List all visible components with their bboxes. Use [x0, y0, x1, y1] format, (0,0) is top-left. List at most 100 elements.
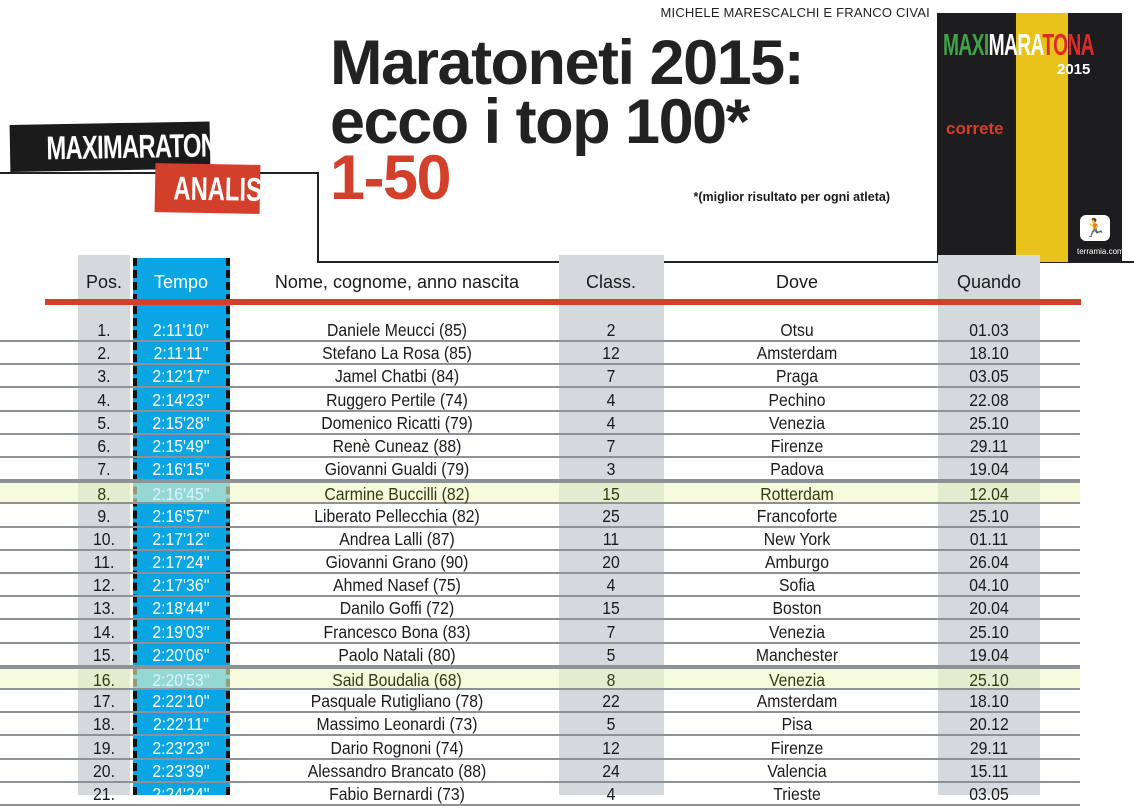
cell-class: 7: [606, 621, 616, 642]
cell-dove: Praga: [775, 366, 819, 387]
cell-quando: 25.10: [969, 505, 1009, 526]
cover-title: MAXIMARATONA: [943, 27, 1095, 62]
cell-tempo: 2:17'24'': [152, 552, 210, 572]
cell-dove: Sofia: [779, 575, 815, 596]
table-row: 18. 2:22'11'' Massimo Leonardi (73) 5 Pisa 20…: [0, 713, 1080, 737]
cell-pos: 7.: [97, 459, 111, 480]
cell-nome: Pasquale Rutigliano (78): [310, 691, 484, 712]
cell-nome: Giovanni Grano (90): [325, 552, 469, 572]
cell-nome: Danilo Goffi (72): [339, 598, 455, 619]
table-row: 13. 2:18'44'' Danilo Goffi (72) 15 Boston 20.…: [0, 597, 1080, 621]
cell-dove: Manchester: [755, 644, 839, 665]
cell-class: 25: [602, 505, 620, 526]
header-rule: [45, 299, 1081, 305]
divider: [317, 172, 319, 263]
cell-dove: Boston: [772, 598, 822, 619]
cell-quando: 20.12: [969, 714, 1009, 735]
cell-dove: Firenze: [770, 737, 824, 758]
cell-class: 4: [606, 784, 616, 804]
cell-quando: 04.10: [969, 575, 1009, 596]
cell-pos: 8.: [97, 484, 111, 505]
cell-class: 12: [602, 737, 620, 758]
table-row: 9. 2:16'57'' Liberato Pellecchia (82) 25 Fra…: [0, 505, 1080, 528]
table-row: 12. 2:17'36'' Ahmed Nasef (75) 4 Sofia 04.10: [0, 574, 1080, 598]
header-quando: Quando: [956, 272, 1022, 292]
cell-tempo: 2:17'36'': [152, 575, 210, 596]
pos-column-bg: [78, 255, 130, 795]
cell-pos: 6.: [97, 436, 111, 456]
cell-tempo: 2:15'28'': [152, 412, 210, 433]
cell-pos: 9.: [97, 505, 111, 526]
table-row: 15. 2:20'06'' Paolo Natali (80) 5 Manchester…: [0, 644, 1080, 667]
cell-nome: Carmine Buccilli (82): [324, 484, 470, 505]
magazine-cover: MAXIMARATONA 2015 correte 🏃 terramia.com: [937, 13, 1122, 262]
header-class: Class.: [585, 272, 637, 292]
cell-class: 5: [606, 714, 616, 735]
cell-quando: 12.04: [969, 484, 1009, 505]
table-row: 1. 2:11'10'' Daniele Meucci (85) 2 Otsu 01.03: [0, 319, 1080, 342]
cell-nome: Jamel Chatbi (84): [334, 366, 460, 387]
cell-dove: Venezia: [768, 621, 826, 642]
table-row: 16. 2:20'53'' Said Boudalia (68) 8 Venezia 25…: [0, 667, 1080, 690]
cell-tempo: 2:22'11'': [152, 714, 210, 735]
runner-icon: 🏃: [1080, 215, 1110, 241]
cell-nome: Ahmed Nasef (75): [333, 575, 461, 596]
cell-nome: Domenico Ricatti (79): [321, 412, 473, 433]
cell-pos: 20.: [93, 760, 115, 781]
table-row: 7. 2:16'15'' Giovanni Gualdi (79) 3 Padova 19…: [0, 458, 1080, 482]
cell-pos: 19.: [93, 737, 115, 758]
cell-tempo: 2:16'57'': [152, 505, 210, 526]
cell-nome: Dario Rognoni (74): [330, 737, 464, 758]
cell-class: 24: [602, 760, 620, 781]
cell-pos: 12.: [93, 575, 115, 596]
cell-tempo: 2:11'11'': [153, 343, 209, 364]
page-title-line2: ecco i top 100*: [330, 87, 750, 157]
cell-dove: Pechino: [768, 389, 826, 410]
cell-tempo: 2:17'12'': [152, 528, 210, 549]
cell-tempo: 2:14'23'': [152, 389, 210, 410]
cell-dove: New York: [763, 528, 831, 549]
cell-pos: 4.: [97, 389, 111, 410]
footnote: *(miglior risultato per ogni atleta): [693, 190, 890, 204]
cell-nome: Stefano La Rosa (85): [322, 343, 472, 364]
cell-quando: 29.11: [969, 436, 1009, 456]
header-dove: Dove: [775, 272, 819, 292]
cell-pos: 14.: [93, 621, 115, 642]
cell-pos: 11.: [93, 552, 115, 572]
cell-class: 5: [606, 644, 616, 665]
cell-class: 7: [606, 366, 616, 387]
cell-pos: 13.: [93, 598, 115, 619]
cell-dove: Firenze: [770, 436, 824, 456]
cell-dove: Francoforte: [756, 505, 838, 526]
cell-nome: Alessandro Brancato (88): [307, 760, 487, 781]
cell-tempo: 2:22'10'': [152, 691, 210, 712]
cell-class: 4: [606, 389, 616, 410]
cell-tempo: 2:20'06'': [152, 644, 210, 665]
cell-quando: 19.04: [969, 459, 1009, 480]
cell-dove: Amburgo: [765, 552, 829, 572]
cell-quando: 01.11: [969, 528, 1009, 549]
cell-quando: 29.11: [969, 737, 1009, 758]
cell-class: 3: [606, 459, 616, 480]
table-row: 14. 2:19'03'' Francesco Bona (83) 7 Venezia 2…: [0, 621, 1080, 644]
cell-dove: Venezia: [768, 412, 826, 433]
cell-quando: 01.03: [969, 320, 1009, 340]
cell-pos: 2.: [97, 343, 111, 364]
cell-class: 15: [602, 484, 620, 505]
cell-dove: Rotterdam: [760, 484, 834, 505]
cell-pos: 1.: [97, 320, 111, 340]
cell-dove: Pisa: [781, 714, 813, 735]
cell-tempo: 2:19'03'': [152, 621, 210, 642]
cell-dove: Venezia: [768, 670, 826, 690]
cell-class: 4: [606, 412, 616, 433]
cell-quando: 18.10: [969, 343, 1009, 364]
cell-pos: 15.: [93, 644, 115, 665]
cell-quando: 03.05: [969, 366, 1009, 387]
header-tempo: Tempo: [153, 272, 209, 292]
cell-quando: 19.04: [969, 644, 1009, 665]
cell-dove: Otsu: [780, 320, 814, 340]
cell-nome: Renè Cuneaz (88): [332, 436, 462, 456]
table-row: 2. 2:11'11'' Stefano La Rosa (85) 12 Amsterd…: [0, 342, 1080, 366]
cell-class: 8: [606, 670, 616, 690]
cell-dove: Amsterdam: [756, 343, 838, 364]
